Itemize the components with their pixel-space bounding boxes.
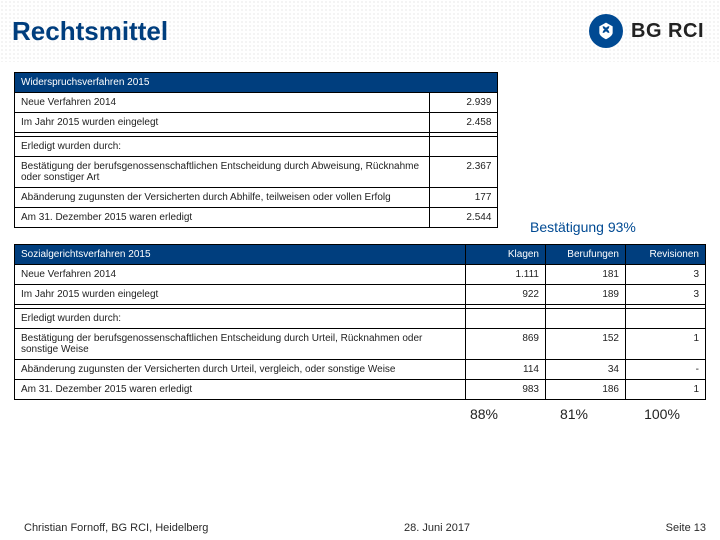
content: Widerspruchsverfahren 2015 Neue Verfahre… <box>0 62 720 426</box>
pct-row: 88% 81% 100% <box>14 406 706 426</box>
cell-value: 114 <box>466 360 546 380</box>
cell-value: - <box>626 360 706 380</box>
table-sozialgericht: Sozialgerichtsverfahren 2015 Klagen Beru… <box>14 244 706 400</box>
cell-value: 1 <box>626 380 706 400</box>
cell-label: Abänderung zugunsten der Versicherten du… <box>15 360 466 380</box>
cell-value: 186 <box>546 380 626 400</box>
cell-label: Bestätigung der berufsgenossenschaftlich… <box>15 157 430 188</box>
cell-label: Am 31. Dezember 2015 waren erledigt <box>15 380 466 400</box>
cell-value: 2.544 <box>430 208 498 228</box>
cell-value: 3 <box>626 265 706 285</box>
table-row: Erledigt wurden durch: <box>15 137 498 157</box>
page-header: Rechtsmittel BG RCI <box>0 0 720 62</box>
col-header: Revisionen <box>626 245 706 265</box>
cell-value: 869 <box>466 329 546 360</box>
table-row: Am 31. Dezember 2015 waren erledigt2.544 <box>15 208 498 228</box>
cell-value: 181 <box>546 265 626 285</box>
cell-value <box>626 309 706 329</box>
pct: 81% <box>530 406 618 426</box>
table-row: Neue Verfahren 20142.939 <box>15 93 498 113</box>
logo-icon <box>589 14 623 48</box>
table-row: Bestätigung der berufsgenossenschaftlich… <box>15 157 498 188</box>
pct: 88% <box>438 406 530 426</box>
cell-label: Bestätigung der berufsgenossenschaftlich… <box>15 329 466 360</box>
cell-value: 2.939 <box>430 93 498 113</box>
cell-value: 177 <box>430 188 498 208</box>
table-row: Im Jahr 2015 wurden eingelegt 922 189 3 <box>15 285 706 305</box>
cell-value: 1.111 <box>466 265 546 285</box>
t2-header: Sozialgerichtsverfahren 2015 <box>15 245 466 265</box>
footer: Christian Fornoff, BG RCI, Heidelberg 28… <box>0 522 720 534</box>
logo-block: BG RCI <box>589 14 704 48</box>
table-widerspruch: Widerspruchsverfahren 2015 Neue Verfahre… <box>14 72 498 228</box>
t1-header: Widerspruchsverfahren 2015 <box>15 73 498 93</box>
col-header: Klagen <box>466 245 546 265</box>
cell-value: 3 <box>626 285 706 305</box>
footer-date: 28. Juni 2017 <box>404 522 470 534</box>
footer-author: Christian Fornoff, BG RCI, Heidelberg <box>24 522 208 534</box>
logo-text: BG RCI <box>631 20 704 43</box>
cell-label: Neue Verfahren 2014 <box>15 265 466 285</box>
cell-label: Erledigt wurden durch: <box>15 137 430 157</box>
table-row: Abänderung zugunsten der Versicherten du… <box>15 188 498 208</box>
cell-value <box>466 309 546 329</box>
cell-value: 2.367 <box>430 157 498 188</box>
cell-value: 189 <box>546 285 626 305</box>
table-row: Im Jahr 2015 wurden eingelegt2.458 <box>15 113 498 133</box>
table-row: Bestätigung der berufsgenossenschaftlich… <box>15 329 706 360</box>
table-row: Am 31. Dezember 2015 waren erledigt 983 … <box>15 380 706 400</box>
cell-value: 2.458 <box>430 113 498 133</box>
sidenote: Bestätigung 93% <box>530 219 636 235</box>
cell-value: 983 <box>466 380 546 400</box>
cell-label: Im Jahr 2015 wurden eingelegt <box>15 285 466 305</box>
cell-value: 922 <box>466 285 546 305</box>
cell-label: Am 31. Dezember 2015 waren erledigt <box>15 208 430 228</box>
cell-label: Im Jahr 2015 wurden eingelegt <box>15 113 430 133</box>
footer-page: Seite 13 <box>666 522 706 534</box>
page-title: Rechtsmittel <box>12 16 168 47</box>
cell-value: 1 <box>626 329 706 360</box>
cell-label: Abänderung zugunsten der Versicherten du… <box>15 188 430 208</box>
table-row: Neue Verfahren 2014 1.111 181 3 <box>15 265 706 285</box>
cell-label: Neue Verfahren 2014 <box>15 93 430 113</box>
pct: 100% <box>618 406 706 426</box>
cell-label: Erledigt wurden durch: <box>15 309 466 329</box>
col-header: Berufungen <box>546 245 626 265</box>
table-row: Erledigt wurden durch: <box>15 309 706 329</box>
cell-value: 34 <box>546 360 626 380</box>
cell-value: 152 <box>546 329 626 360</box>
cell-value <box>430 137 498 157</box>
table-row: Abänderung zugunsten der Versicherten du… <box>15 360 706 380</box>
cell-value <box>546 309 626 329</box>
